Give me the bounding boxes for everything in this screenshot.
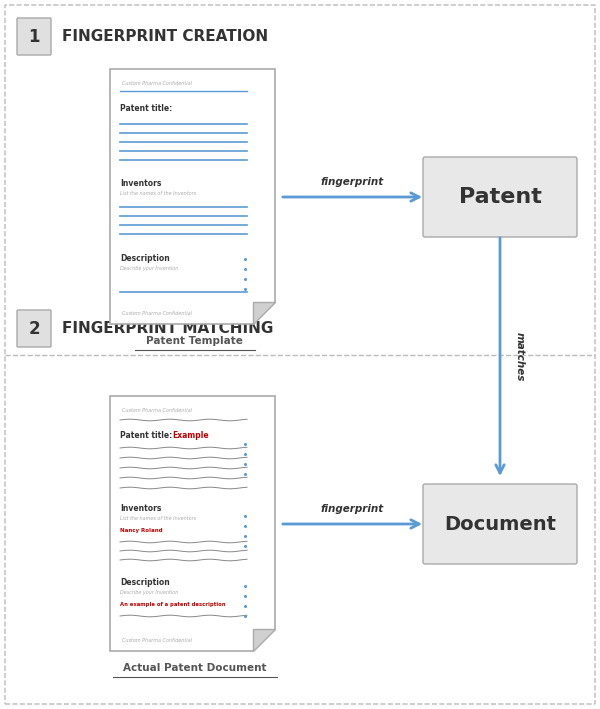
Text: List the names of the Inventors: List the names of the Inventors [120, 191, 196, 196]
Text: Description: Description [120, 254, 170, 263]
Text: Inventors: Inventors [120, 504, 161, 513]
Text: Custom Pharma Confidential: Custom Pharma Confidential [122, 638, 192, 643]
Polygon shape [253, 629, 275, 651]
Text: Patent Template: Patent Template [146, 336, 243, 346]
FancyBboxPatch shape [17, 310, 51, 347]
Text: List the names of the Inventors: List the names of the Inventors [120, 516, 196, 521]
Text: fingerprint: fingerprint [321, 177, 384, 187]
Text: Describe your Invention: Describe your Invention [120, 266, 178, 271]
Text: Patent: Patent [458, 187, 541, 207]
Text: An example of a patent description: An example of a patent description [120, 602, 226, 607]
Text: 2: 2 [28, 320, 40, 337]
Text: Patent title:: Patent title: [120, 431, 172, 440]
Text: Document: Document [444, 515, 556, 533]
FancyBboxPatch shape [17, 18, 51, 55]
Text: Describe your Invention: Describe your Invention [120, 590, 178, 595]
Text: fingerprint: fingerprint [321, 504, 384, 514]
Text: 1: 1 [28, 28, 40, 45]
Text: Custom Pharma Confidential: Custom Pharma Confidential [122, 81, 192, 86]
Text: Patent title:: Patent title: [120, 104, 172, 113]
Text: Custom Pharma Confidential: Custom Pharma Confidential [122, 408, 192, 413]
Text: Inventors: Inventors [120, 179, 161, 188]
Text: Description: Description [120, 578, 170, 587]
Text: FINGERPRINT MATCHING: FINGERPRINT MATCHING [62, 321, 274, 336]
Text: Actual Patent Document: Actual Patent Document [123, 663, 266, 673]
Text: Custom Pharma Confidential: Custom Pharma Confidential [122, 311, 192, 316]
Text: Example: Example [172, 431, 209, 440]
Polygon shape [110, 396, 275, 651]
Polygon shape [253, 302, 275, 324]
Polygon shape [110, 69, 275, 324]
Text: FINGERPRINT CREATION: FINGERPRINT CREATION [62, 29, 268, 44]
Text: matches: matches [515, 333, 525, 381]
Text: Nancy Roland: Nancy Roland [120, 528, 163, 533]
FancyBboxPatch shape [423, 484, 577, 564]
FancyBboxPatch shape [5, 5, 595, 704]
FancyBboxPatch shape [423, 157, 577, 237]
